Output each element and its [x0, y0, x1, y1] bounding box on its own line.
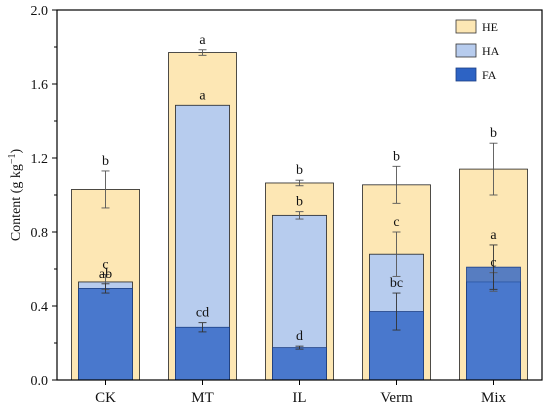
- legend: HE HA FA: [455, 19, 500, 82]
- error-bar-he-mt: [198, 49, 207, 56]
- y-axis-title-superscript: −1: [7, 154, 18, 165]
- legend-swatch: [455, 43, 477, 58]
- error-bars-layer: [101, 49, 498, 350]
- y-tick-label: 1.6: [31, 78, 49, 93]
- legend-label: HE: [482, 20, 498, 34]
- axes-layer: 0.0 0.4 0.8 1.2 1.6 2.0 CK MT IL Verm Mix: [31, 4, 507, 406]
- legend-label: HA: [482, 44, 500, 58]
- error-bar-fa-verm: [392, 292, 401, 331]
- y-tick-label: 0.0: [31, 374, 49, 389]
- x-tick-label: Verm: [380, 390, 413, 406]
- bar-fa-mt: [175, 326, 230, 381]
- y-axis-title-close: ): [9, 149, 24, 154]
- y-tick-label: 0.4: [31, 300, 49, 315]
- significance-letter-fa-verm: bc: [390, 276, 403, 291]
- significance-letter-ha-il: b: [296, 195, 303, 210]
- error-bar-fa-ck: [101, 283, 110, 294]
- significance-letter-he-verm: b: [393, 149, 400, 164]
- error-bar-he-verm: [392, 165, 401, 204]
- legend-label: FA: [482, 68, 497, 82]
- bars-layer: [71, 52, 528, 381]
- error-bar-ha-verm: [392, 231, 401, 277]
- x-tick-label: MT: [191, 390, 214, 406]
- significance-letter-fa-mt: cd: [196, 306, 209, 321]
- bar-fa-ck: [78, 288, 133, 381]
- significance-letter-fa-ck: ab: [99, 267, 112, 282]
- significance-letter-he-ck: b: [102, 154, 109, 169]
- y-tick-label: 1.2: [31, 152, 49, 167]
- error-bar-he-il: [295, 179, 304, 187]
- y-tick-label: 0.8: [31, 226, 49, 241]
- x-tick-label: CK: [95, 390, 116, 406]
- significance-letter-he-il: b: [296, 163, 303, 178]
- error-bar-fa-il: [295, 345, 304, 350]
- significance-letter-he-mt: a: [199, 33, 206, 48]
- y-tick-label: 2.0: [31, 4, 49, 19]
- significance-letter-he-mix: b: [490, 126, 497, 141]
- x-tick-label: IL: [292, 390, 306, 406]
- legend-swatch: [455, 19, 477, 34]
- legend-swatch: [455, 67, 477, 82]
- significance-letter-ha-verm: c: [393, 215, 399, 230]
- significance-letter-ha-ck: c: [102, 258, 108, 273]
- y-axis-title-main: Content (g kg: [9, 164, 24, 241]
- y-axis-title: Content (g kg−1): [7, 149, 25, 242]
- error-bar-fa-mt: [198, 322, 207, 333]
- significance-letter-fa-mix: a: [490, 228, 497, 243]
- legend-item-ha: HA: [455, 43, 500, 58]
- error-bar-fa-mix: [489, 244, 498, 290]
- significance-letter-fa-il: d: [296, 329, 303, 344]
- error-bar-ha-il: [295, 211, 304, 220]
- significance-letter-ha-mix: c: [490, 256, 496, 271]
- bar-fa-il: [272, 347, 327, 381]
- x-tick-label: Mix: [481, 390, 507, 406]
- error-bar-he-ck: [101, 170, 110, 209]
- legend-item-fa: FA: [455, 67, 497, 82]
- legend-item-he: HE: [455, 19, 498, 34]
- error-bar-he-mix: [489, 142, 498, 196]
- significance-letter-ha-mt: a: [199, 88, 206, 103]
